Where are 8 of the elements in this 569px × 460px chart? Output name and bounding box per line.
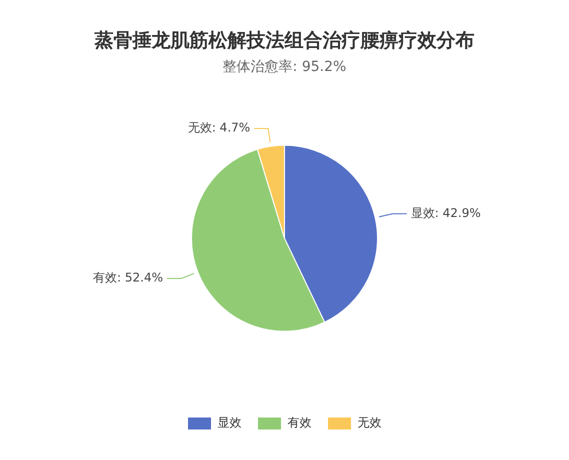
- data-label: 无效: 4.7%: [188, 120, 250, 135]
- data-label: 有效: 52.4%: [93, 270, 164, 285]
- chart-title: 蒸骨捶龙肌筋松解技法组合治疗腰痹疗效分布: [94, 29, 474, 52]
- chart-subtitle: 整体治愈率: 95.2%: [222, 58, 346, 75]
- data-label: 显效: 42.9%: [410, 206, 481, 220]
- legend-label: 有效: [288, 416, 312, 430]
- legend-label: 无效: [358, 416, 382, 430]
- legend-label: 显效: [218, 416, 242, 430]
